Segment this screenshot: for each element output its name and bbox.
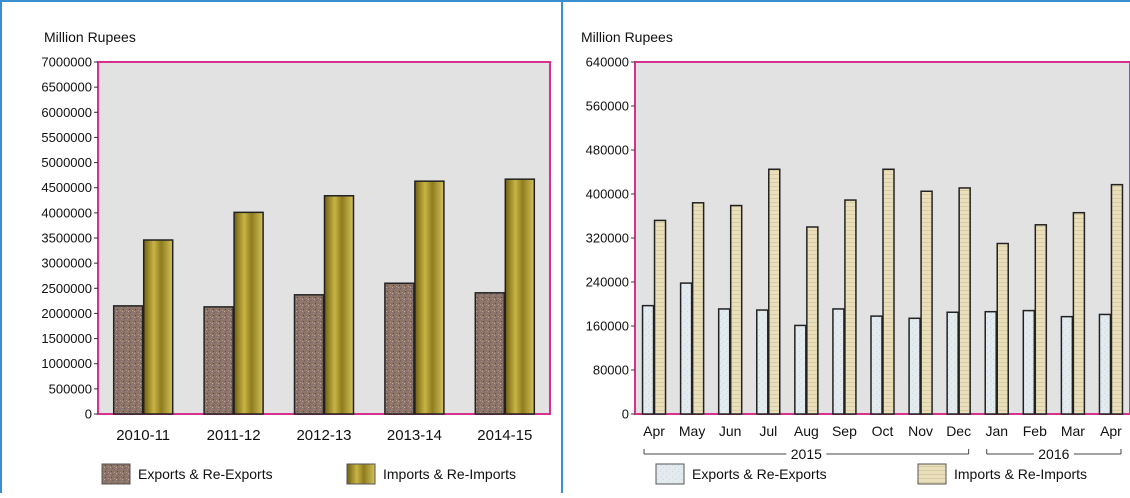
x-tick-label: Jul bbox=[759, 423, 777, 439]
imports-bar-4 bbox=[806, 226, 819, 415]
imports-bar-0 bbox=[653, 219, 667, 415]
legend-swatch-1 bbox=[917, 463, 947, 485]
y-tick-label: 0 bbox=[85, 407, 92, 422]
y-tick-label: 400000 bbox=[586, 187, 629, 202]
y-tick-label: 5000000 bbox=[41, 155, 92, 170]
imports-bar-1 bbox=[233, 211, 264, 415]
monthly-trade-chart: Million Rupees 0 80000 160000 240000 320000 40… bbox=[581, 29, 1130, 485]
y-tick-label: 7000000 bbox=[41, 55, 92, 70]
imports-bar-1 bbox=[691, 202, 705, 415]
exports-bar-12 bbox=[1098, 313, 1112, 415]
y-axis-label: Million Rupees bbox=[581, 29, 673, 45]
y-tick-label: 1500000 bbox=[41, 331, 92, 346]
imports-bar-3 bbox=[414, 180, 445, 415]
exports-bar-4 bbox=[794, 324, 807, 415]
imports-bar-3 bbox=[768, 168, 781, 415]
imports-bar-0 bbox=[142, 239, 174, 415]
y-tick-label: 1000000 bbox=[41, 356, 92, 371]
imports-bar-4 bbox=[504, 178, 536, 415]
y-tick-label: 500000 bbox=[49, 381, 92, 396]
exports-bar-1 bbox=[679, 282, 693, 415]
exports-bar-8 bbox=[946, 311, 959, 415]
x-tick-label: 2014-15 bbox=[477, 427, 532, 444]
y-tick-label: 5500000 bbox=[41, 130, 92, 145]
legend-label-1: Imports & Re-Imports bbox=[954, 466, 1087, 482]
x-tick-label: Jan bbox=[985, 423, 1008, 439]
exports-bar-2 bbox=[293, 294, 325, 415]
x-tick-label: 2011-12 bbox=[207, 427, 261, 444]
y-tick-label: 560000 bbox=[586, 99, 629, 114]
y-tick-label: 4000000 bbox=[41, 205, 92, 220]
exports-bar-3 bbox=[756, 309, 769, 415]
x-tick-label: 2013-14 bbox=[387, 427, 442, 444]
x-tick-label: Sep bbox=[832, 423, 857, 439]
exports-bar-1 bbox=[203, 306, 234, 415]
exports-bar-11 bbox=[1060, 315, 1074, 415]
exports-bar-5 bbox=[832, 308, 845, 415]
imports-bar-8 bbox=[958, 187, 971, 415]
y-tick-label: 80000 bbox=[593, 363, 629, 378]
imports-bar-11 bbox=[1072, 211, 1086, 415]
y-tick-label: 6000000 bbox=[41, 105, 92, 120]
y-axis-label: Million Rupees bbox=[44, 29, 136, 45]
y-tick-label: 2500000 bbox=[41, 281, 92, 296]
exports-bar-0 bbox=[112, 305, 144, 415]
x-tick-label: 2012-13 bbox=[296, 427, 351, 444]
imports-bar-5 bbox=[844, 199, 857, 415]
imports-bar-2 bbox=[323, 195, 355, 415]
imports-bar-10 bbox=[1034, 224, 1048, 415]
annual-trade-chart: Million Rupees 0 500000 1000000 1500000 20000… bbox=[41, 29, 551, 485]
y-tick-label: 480000 bbox=[586, 143, 629, 158]
y-tick-label: 160000 bbox=[586, 319, 629, 334]
exports-bar-7 bbox=[908, 317, 921, 415]
x-tick-label: Apr bbox=[643, 423, 665, 439]
y-tick-label: 6500000 bbox=[41, 80, 92, 95]
y-tick-label: 0 bbox=[622, 407, 629, 422]
imports-bar-12 bbox=[1110, 183, 1124, 415]
legend-label-0: Exports & Re-Exports bbox=[692, 466, 827, 482]
annual-trade-panel: Million Rupees 0 500000 1000000 1500000 20000… bbox=[0, 0, 562, 493]
x-tick-label: Jun bbox=[719, 423, 742, 439]
imports-bar-9 bbox=[996, 242, 1009, 415]
y-tick-label: 4500000 bbox=[41, 180, 92, 195]
x-tick-label: Feb bbox=[1023, 423, 1047, 439]
x-tick-label: May bbox=[679, 423, 705, 439]
imports-bar-6 bbox=[882, 168, 895, 415]
legend-label-1: Imports & Re-Imports bbox=[383, 466, 516, 482]
legend-swatch-0 bbox=[101, 463, 131, 485]
legend-swatch-0 bbox=[655, 463, 685, 485]
x-tick-label: Mar bbox=[1061, 423, 1085, 439]
legend-label-0: Exports & Re-Exports bbox=[138, 466, 273, 482]
x-tick-label: Nov bbox=[908, 423, 933, 439]
imports-bar-7 bbox=[920, 190, 933, 415]
y-tick-label: 320000 bbox=[586, 231, 629, 246]
exports-bar-6 bbox=[870, 315, 883, 415]
y-tick-label: 240000 bbox=[586, 275, 629, 290]
exports-bar-0 bbox=[641, 304, 655, 415]
x-tick-label: Oct bbox=[872, 423, 894, 439]
exports-bar-9 bbox=[984, 310, 997, 415]
y-tick-label: 3500000 bbox=[41, 231, 92, 246]
exports-bar-10 bbox=[1022, 309, 1036, 415]
x-tick-label: Apr bbox=[1100, 423, 1122, 439]
y-tick-label: 3000000 bbox=[41, 256, 92, 271]
year-group-label: 2016 bbox=[1038, 446, 1069, 462]
y-tick-label: 640000 bbox=[586, 55, 629, 70]
exports-bar-4 bbox=[474, 292, 506, 415]
legend-swatch-1 bbox=[346, 463, 376, 485]
x-tick-label: 2010-11 bbox=[116, 427, 170, 444]
imports-bar-2 bbox=[729, 204, 743, 415]
y-tick-label: 2000000 bbox=[41, 306, 92, 321]
exports-bar-2 bbox=[717, 308, 731, 415]
year-group-label: 2015 bbox=[791, 446, 822, 462]
monthly-trade-panel: Million Rupees 0 80000 160000 240000 320000 40… bbox=[562, 0, 1130, 493]
x-tick-label: Dec bbox=[946, 423, 971, 439]
x-tick-label: Aug bbox=[794, 423, 819, 439]
exports-bar-3 bbox=[384, 282, 415, 415]
